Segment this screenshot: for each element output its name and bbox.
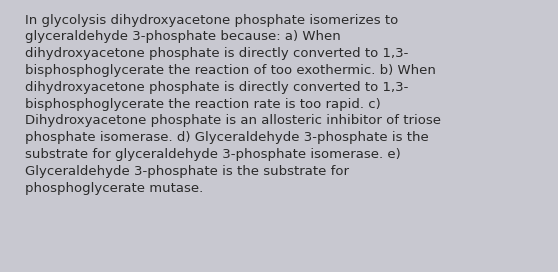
Text: In glycolysis dihydroxyacetone phosphate isomerizes to
glyceraldehyde 3-phosphat: In glycolysis dihydroxyacetone phosphate… <box>25 14 441 194</box>
